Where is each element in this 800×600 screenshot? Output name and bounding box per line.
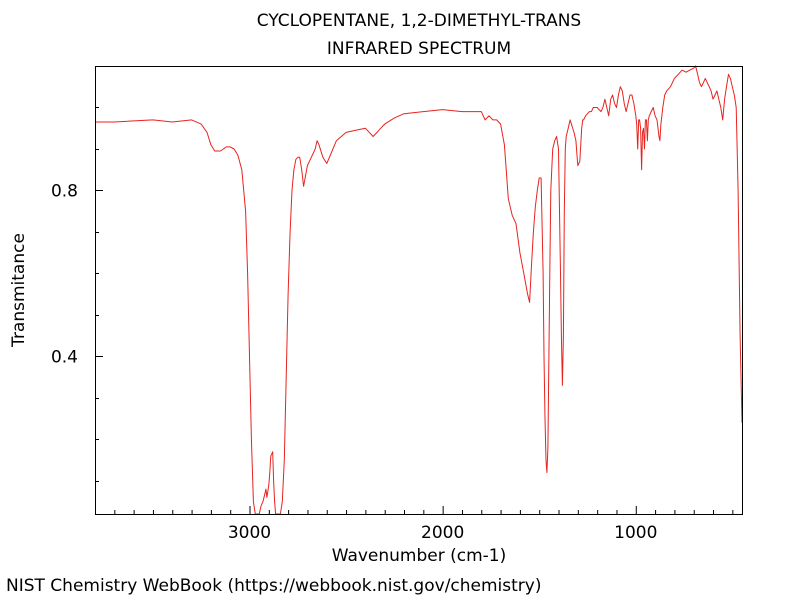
chart-subtitle: INFRARED SPECTRUM	[326, 39, 512, 59]
tick-marks	[95, 107, 734, 514]
x-tick-label: 3000	[228, 523, 271, 543]
x-axis-label: Wavenumber (cm-1)	[332, 546, 507, 566]
spectrum-series	[95, 65, 743, 515]
x-tick-label: 1000	[614, 523, 657, 543]
source-credit: NIST Chemistry WebBook (https://webbook.…	[6, 576, 542, 596]
y-tick-label: 0.4	[51, 347, 78, 367]
plot-frame	[95, 66, 743, 515]
y-axis-label: Transmitance	[9, 233, 29, 348]
y-tick-label: 0.8	[51, 181, 78, 201]
spectrum-line	[95, 65, 743, 515]
x-tick-label: 2000	[421, 523, 464, 543]
tick-labels: 3000 2000 1000 0.4 0.8	[51, 181, 657, 543]
chart-title: CYCLOPENTANE, 1,2-DIMETHYL-TRANS	[256, 11, 582, 31]
